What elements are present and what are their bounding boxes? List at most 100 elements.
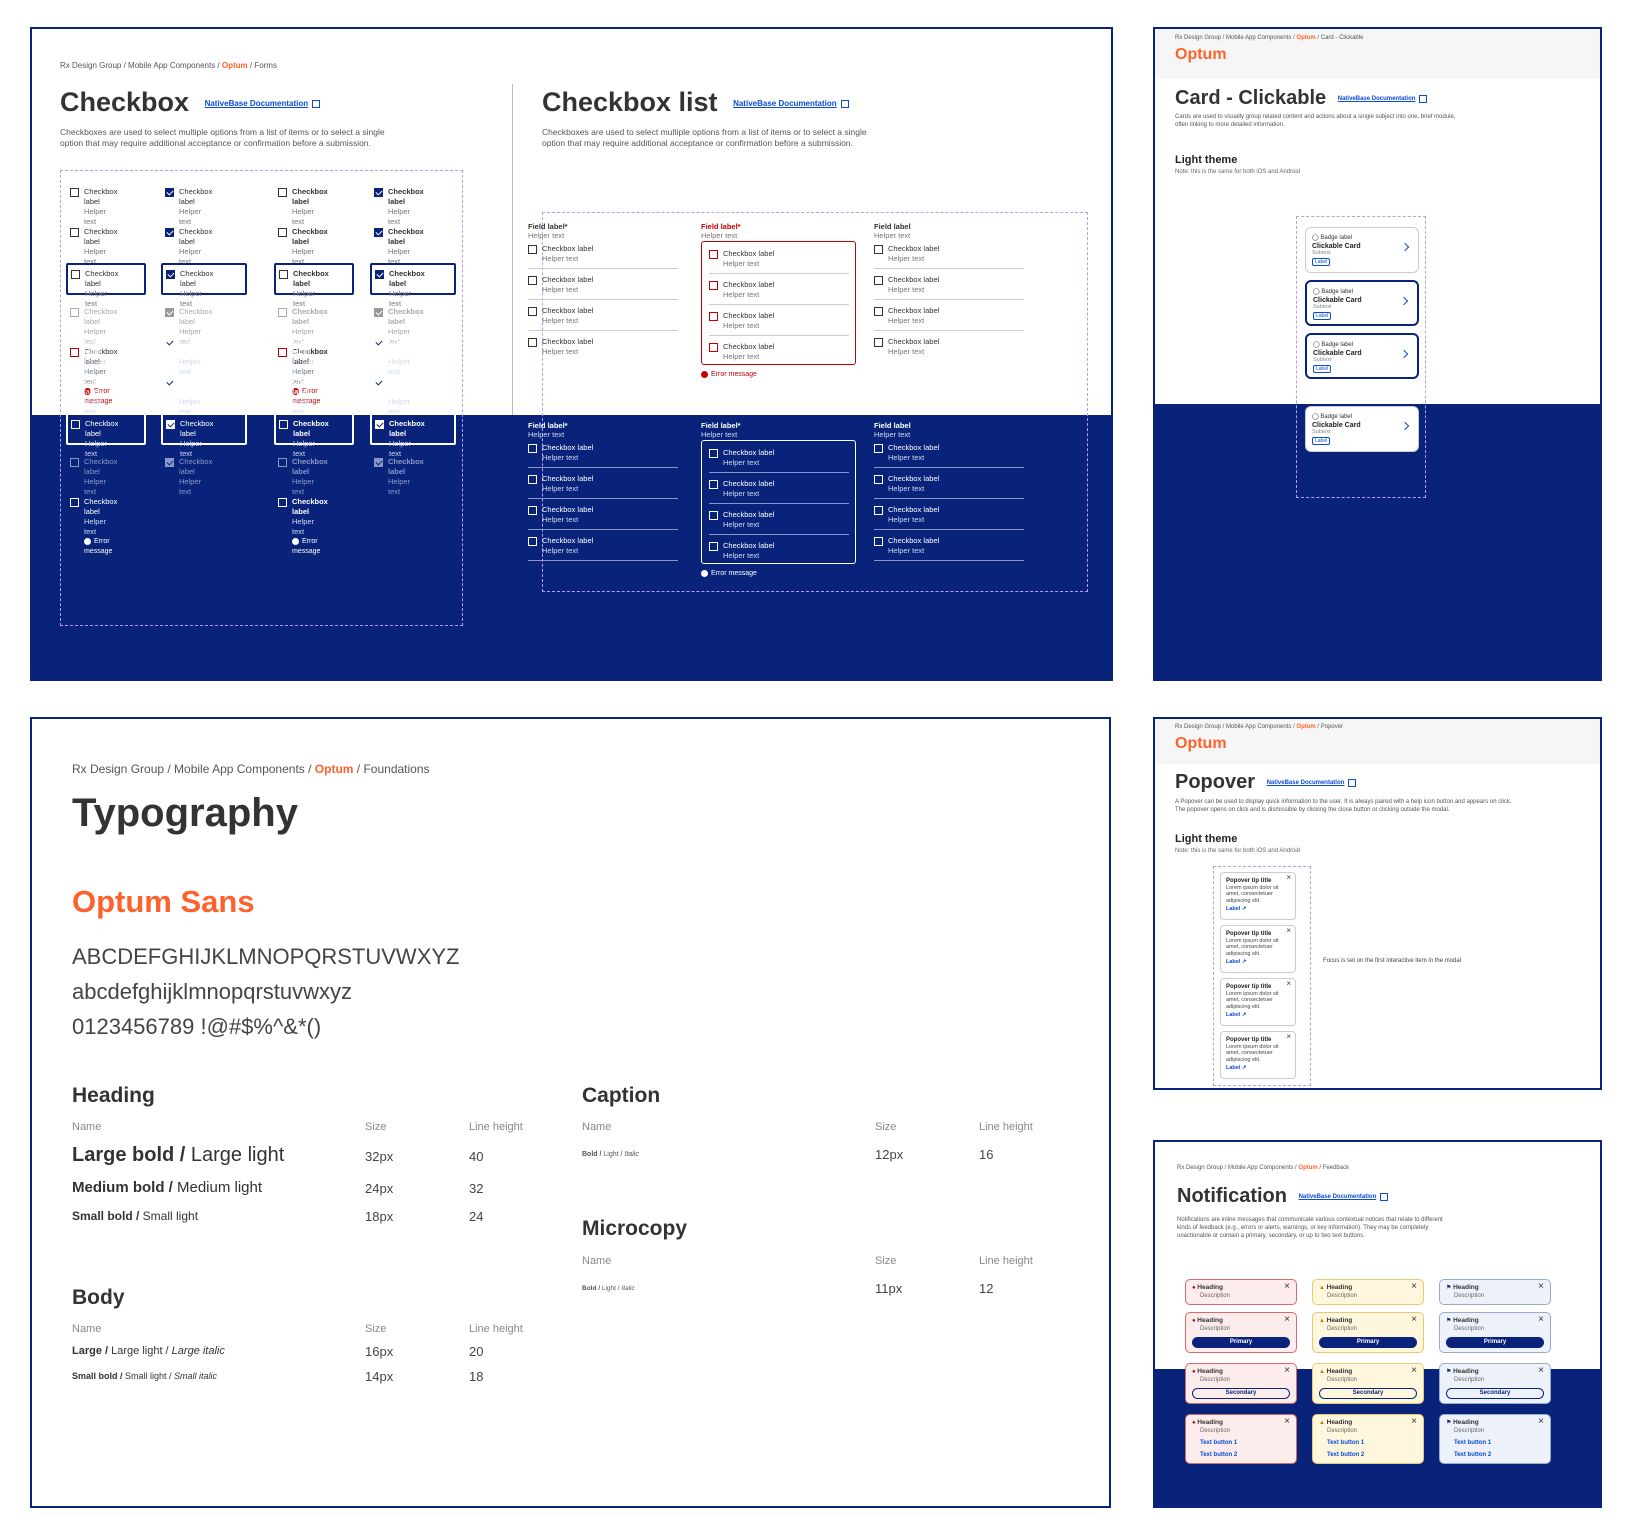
- checkbox[interactable]: Checkbox label Helper text: [528, 244, 593, 264]
- checkbox[interactable]: Checkbox label Helper text: [278, 337, 328, 377]
- checkbox[interactable]: Checkbox label Helper text: [528, 337, 593, 357]
- close-icon[interactable]: ×: [1284, 1416, 1290, 1427]
- close-icon[interactable]: ×: [1538, 1365, 1544, 1376]
- checkbox[interactable]: Checkbox label Helper text: [874, 337, 939, 357]
- checkbox[interactable]: Checkbox label Helper text: [709, 448, 774, 468]
- checkbox[interactable]: Checkbox label Helper text: [709, 510, 774, 530]
- checkbox[interactable]: Checkbox label Helper text: [874, 474, 939, 494]
- checkbox[interactable]: Checkbox label Helper text: [71, 419, 118, 459]
- checkbox[interactable]: Checkbox label Helper text: [71, 269, 118, 309]
- checkbox[interactable]: Checkbox label Helper text: [528, 443, 593, 463]
- checkbox[interactable]: Checkbox label Helper text: [374, 187, 424, 227]
- checkbox[interactable]: Checkbox label Helper text: [279, 419, 329, 459]
- text-button[interactable]: Text button 2: [1327, 1452, 1365, 1458]
- popover-link[interactable]: Label ↗: [1226, 1065, 1247, 1071]
- clickable-card[interactable]: ◯ Badge label Clickable Card Subtext Label: [1305, 333, 1419, 379]
- popover-link[interactable]: Label ↗: [1226, 1012, 1247, 1018]
- checkbox-list-frame: [542, 212, 1088, 592]
- checkbox[interactable]: Checkbox label Helper text: [874, 275, 939, 295]
- close-icon[interactable]: ×: [1286, 873, 1291, 882]
- checkbox[interactable]: Checkbox label Helper text: [375, 419, 425, 459]
- checkbox[interactable]: Checkbox label Helper text: [528, 306, 593, 326]
- checkbox[interactable]: Checkbox label Helper text: [278, 187, 328, 227]
- close-icon[interactable]: ×: [1286, 979, 1291, 988]
- checkbox[interactable]: Checkbox label Helper text: [709, 280, 774, 300]
- checkbox[interactable]: Checkbox label Helper text: [528, 536, 593, 556]
- text-button[interactable]: Text button 1: [1327, 1440, 1365, 1446]
- doc-link[interactable]: NativeBase Documentation: [204, 99, 309, 109]
- checkbox[interactable]: Checkbox label Helper text: [166, 419, 213, 459]
- checkbox[interactable]: Checkbox label Helper text: [279, 269, 329, 309]
- checkbox[interactable]: Checkbox label Helper text: [165, 187, 212, 227]
- checkbox[interactable]: Checkbox label Helper text Error message: [70, 347, 117, 407]
- checkbox[interactable]: Checkbox label Helper text: [165, 227, 212, 267]
- checkbox[interactable]: Checkbox label Helper text: [374, 227, 424, 267]
- checkbox[interactable]: Checkbox label Helper text: [374, 377, 424, 417]
- checkbox[interactable]: Checkbox label Helper text: [709, 541, 774, 561]
- checkbox[interactable]: Checkbox label Helper text: [874, 443, 939, 463]
- checkbox[interactable]: Checkbox label Helper text: [278, 227, 328, 267]
- close-icon[interactable]: ×: [1538, 1314, 1544, 1325]
- primary-button[interactable]: Primary: [1192, 1337, 1290, 1348]
- checkbox[interactable]: Checkbox label Helper text: [528, 474, 593, 494]
- close-icon[interactable]: ×: [1538, 1416, 1544, 1427]
- error-text: Error message: [292, 538, 321, 555]
- checkbox[interactable]: Checkbox label Helper text Error message: [278, 497, 328, 557]
- breadcrumb: Rx Design Group / Mobile App Components …: [60, 61, 277, 70]
- checkbox[interactable]: Checkbox label Helper text: [528, 505, 593, 525]
- popover-link[interactable]: Label ↗: [1226, 959, 1247, 965]
- checkbox[interactable]: Checkbox label Helper text: [166, 269, 213, 309]
- checkbox-helper: Helper text: [542, 347, 579, 356]
- checkbox[interactable]: Checkbox label Helper text: [70, 377, 117, 417]
- close-icon[interactable]: ×: [1284, 1365, 1290, 1376]
- checkbox[interactable]: Checkbox label Helper text Error message: [278, 347, 328, 407]
- text-button[interactable]: Text button 1: [1200, 1440, 1238, 1446]
- close-icon[interactable]: ×: [1286, 926, 1291, 935]
- close-icon[interactable]: ×: [1284, 1281, 1290, 1292]
- checkbox[interactable]: Checkbox label Helper text: [278, 377, 328, 417]
- checkbox[interactable]: Checkbox label Helper text: [165, 377, 212, 417]
- checkbox-box-icon: [70, 188, 79, 197]
- row-divider: [709, 534, 849, 535]
- doc-link[interactable]: NativeBase Documentation: [1298, 1193, 1377, 1200]
- checkbox[interactable]: Checkbox label Helper text: [709, 479, 774, 499]
- text-button[interactable]: Text button 2: [1454, 1452, 1492, 1458]
- clickable-card[interactable]: ◯ Badge label Clickable Card Subtext Label: [1305, 227, 1419, 273]
- checkbox[interactable]: Checkbox label Helper text: [709, 311, 774, 331]
- close-icon[interactable]: ×: [1411, 1416, 1417, 1427]
- secondary-button[interactable]: Secondary: [1319, 1388, 1417, 1399]
- checkbox[interactable]: Checkbox label Helper text: [874, 505, 939, 525]
- text-button[interactable]: Text button 2: [1200, 1452, 1238, 1458]
- doc-link[interactable]: NativeBase Documentation: [733, 99, 837, 109]
- close-icon[interactable]: ×: [1538, 1281, 1544, 1292]
- checkbox[interactable]: Checkbox label Helper text: [374, 337, 424, 377]
- group-frame: [701, 440, 856, 564]
- checkbox[interactable]: Checkbox label Helper text: [709, 249, 774, 269]
- checkbox[interactable]: Checkbox label Helper text: [874, 536, 939, 556]
- clickable-card[interactable]: ◯ Badge label Clickable Card Subtext Label: [1305, 406, 1419, 452]
- primary-button[interactable]: Primary: [1446, 1337, 1544, 1348]
- close-icon[interactable]: ×: [1284, 1314, 1290, 1325]
- close-icon[interactable]: ×: [1286, 1032, 1291, 1041]
- checkbox[interactable]: Checkbox label Helper text: [709, 342, 774, 362]
- checkbox[interactable]: Checkbox label Helper text: [70, 187, 117, 227]
- close-icon[interactable]: ×: [1411, 1314, 1417, 1325]
- doc-link[interactable]: NativeBase Documentation: [1337, 95, 1416, 102]
- close-icon[interactable]: ×: [1411, 1365, 1417, 1376]
- clickable-card[interactable]: ◯ Badge label Clickable Card Subtext Label: [1305, 280, 1419, 326]
- checkbox[interactable]: Checkbox label Helper text: [528, 275, 593, 295]
- checkbox[interactable]: Checkbox label Helper text Error message: [70, 497, 117, 557]
- checkbox[interactable]: Checkbox label Helper text: [70, 337, 117, 377]
- doc-link[interactable]: NativeBase Documentation: [1266, 779, 1345, 786]
- checkbox[interactable]: Checkbox label Helper text: [375, 269, 425, 309]
- popover-link[interactable]: Label ↗: [1226, 906, 1247, 912]
- text-button[interactable]: Text button 1: [1454, 1440, 1492, 1446]
- close-icon[interactable]: ×: [1411, 1281, 1417, 1292]
- checkbox[interactable]: Checkbox label Helper text: [874, 306, 939, 326]
- checkbox[interactable]: Checkbox label Helper text: [165, 337, 212, 377]
- secondary-button[interactable]: Secondary: [1192, 1388, 1290, 1399]
- checkbox[interactable]: Checkbox label Helper text: [874, 244, 939, 264]
- checkbox[interactable]: Checkbox label Helper text: [70, 227, 117, 267]
- primary-button[interactable]: Primary: [1319, 1337, 1417, 1348]
- secondary-button[interactable]: Secondary: [1446, 1388, 1544, 1399]
